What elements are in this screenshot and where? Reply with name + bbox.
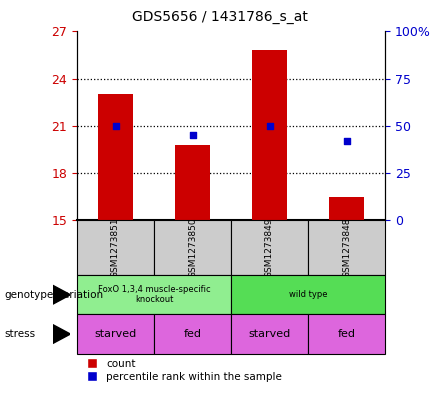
Point xyxy=(112,123,119,129)
Text: genotype/variation: genotype/variation xyxy=(4,290,103,300)
Bar xyxy=(98,94,133,220)
Point xyxy=(189,132,196,138)
Bar xyxy=(308,220,385,275)
Text: fed: fed xyxy=(337,329,356,339)
Bar xyxy=(154,314,231,354)
Text: stress: stress xyxy=(4,329,36,339)
Bar xyxy=(231,314,308,354)
Point xyxy=(343,138,350,144)
Text: FoxO 1,3,4 muscle-specific
knockout: FoxO 1,3,4 muscle-specific knockout xyxy=(98,285,210,305)
Text: starved: starved xyxy=(94,329,137,339)
Bar xyxy=(77,275,231,314)
Text: GSM1273849: GSM1273849 xyxy=(265,217,274,278)
Text: GSM1273850: GSM1273850 xyxy=(188,217,197,278)
Bar xyxy=(231,275,385,314)
Bar xyxy=(329,196,364,220)
Bar xyxy=(154,220,231,275)
Polygon shape xyxy=(53,285,70,304)
Bar xyxy=(308,314,385,354)
Bar xyxy=(175,145,210,220)
Legend: count, percentile rank within the sample: count, percentile rank within the sample xyxy=(78,354,286,386)
Text: GDS5656 / 1431786_s_at: GDS5656 / 1431786_s_at xyxy=(132,10,308,24)
Text: wild type: wild type xyxy=(289,290,327,299)
Polygon shape xyxy=(53,325,70,343)
Text: fed: fed xyxy=(183,329,202,339)
Point xyxy=(266,123,273,129)
Bar xyxy=(252,50,287,220)
Bar xyxy=(231,220,308,275)
Text: GSM1273848: GSM1273848 xyxy=(342,217,351,278)
Bar xyxy=(77,220,154,275)
Bar xyxy=(77,314,154,354)
Text: GSM1273851: GSM1273851 xyxy=(111,217,120,278)
Text: starved: starved xyxy=(248,329,291,339)
